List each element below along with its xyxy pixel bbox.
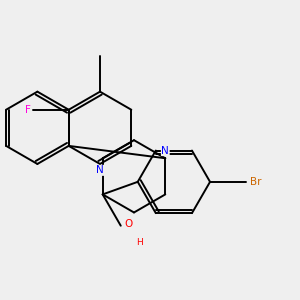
Text: Br: Br xyxy=(250,177,261,187)
Text: N: N xyxy=(161,146,169,156)
Text: N: N xyxy=(96,165,104,175)
Text: F: F xyxy=(25,105,30,115)
Text: H: H xyxy=(136,238,142,247)
Text: O: O xyxy=(124,219,133,229)
